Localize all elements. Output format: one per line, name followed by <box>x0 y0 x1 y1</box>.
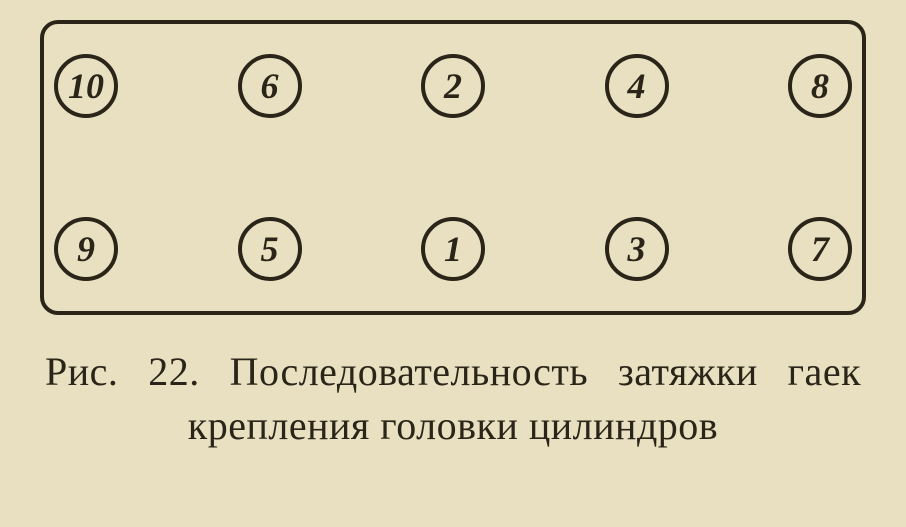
bolt-4: 4 <box>605 54 669 118</box>
figure-caption: Рис. 22. Последовательность затяжки гаек… <box>40 345 866 453</box>
bolt-5: 5 <box>238 217 302 281</box>
bolt-row-bottom: 9 5 1 3 7 <box>44 217 862 281</box>
cylinder-head-diagram: 10 6 2 4 8 9 5 1 3 7 <box>40 20 866 315</box>
bolt-7: 7 <box>788 217 852 281</box>
bolt-10: 10 <box>54 54 118 118</box>
bolt-9: 9 <box>54 217 118 281</box>
bolt-row-top: 10 6 2 4 8 <box>44 54 862 118</box>
bolt-2: 2 <box>421 54 485 118</box>
bolt-3: 3 <box>605 217 669 281</box>
bolt-1: 1 <box>421 217 485 281</box>
bolt-8: 8 <box>788 54 852 118</box>
bolt-6: 6 <box>238 54 302 118</box>
